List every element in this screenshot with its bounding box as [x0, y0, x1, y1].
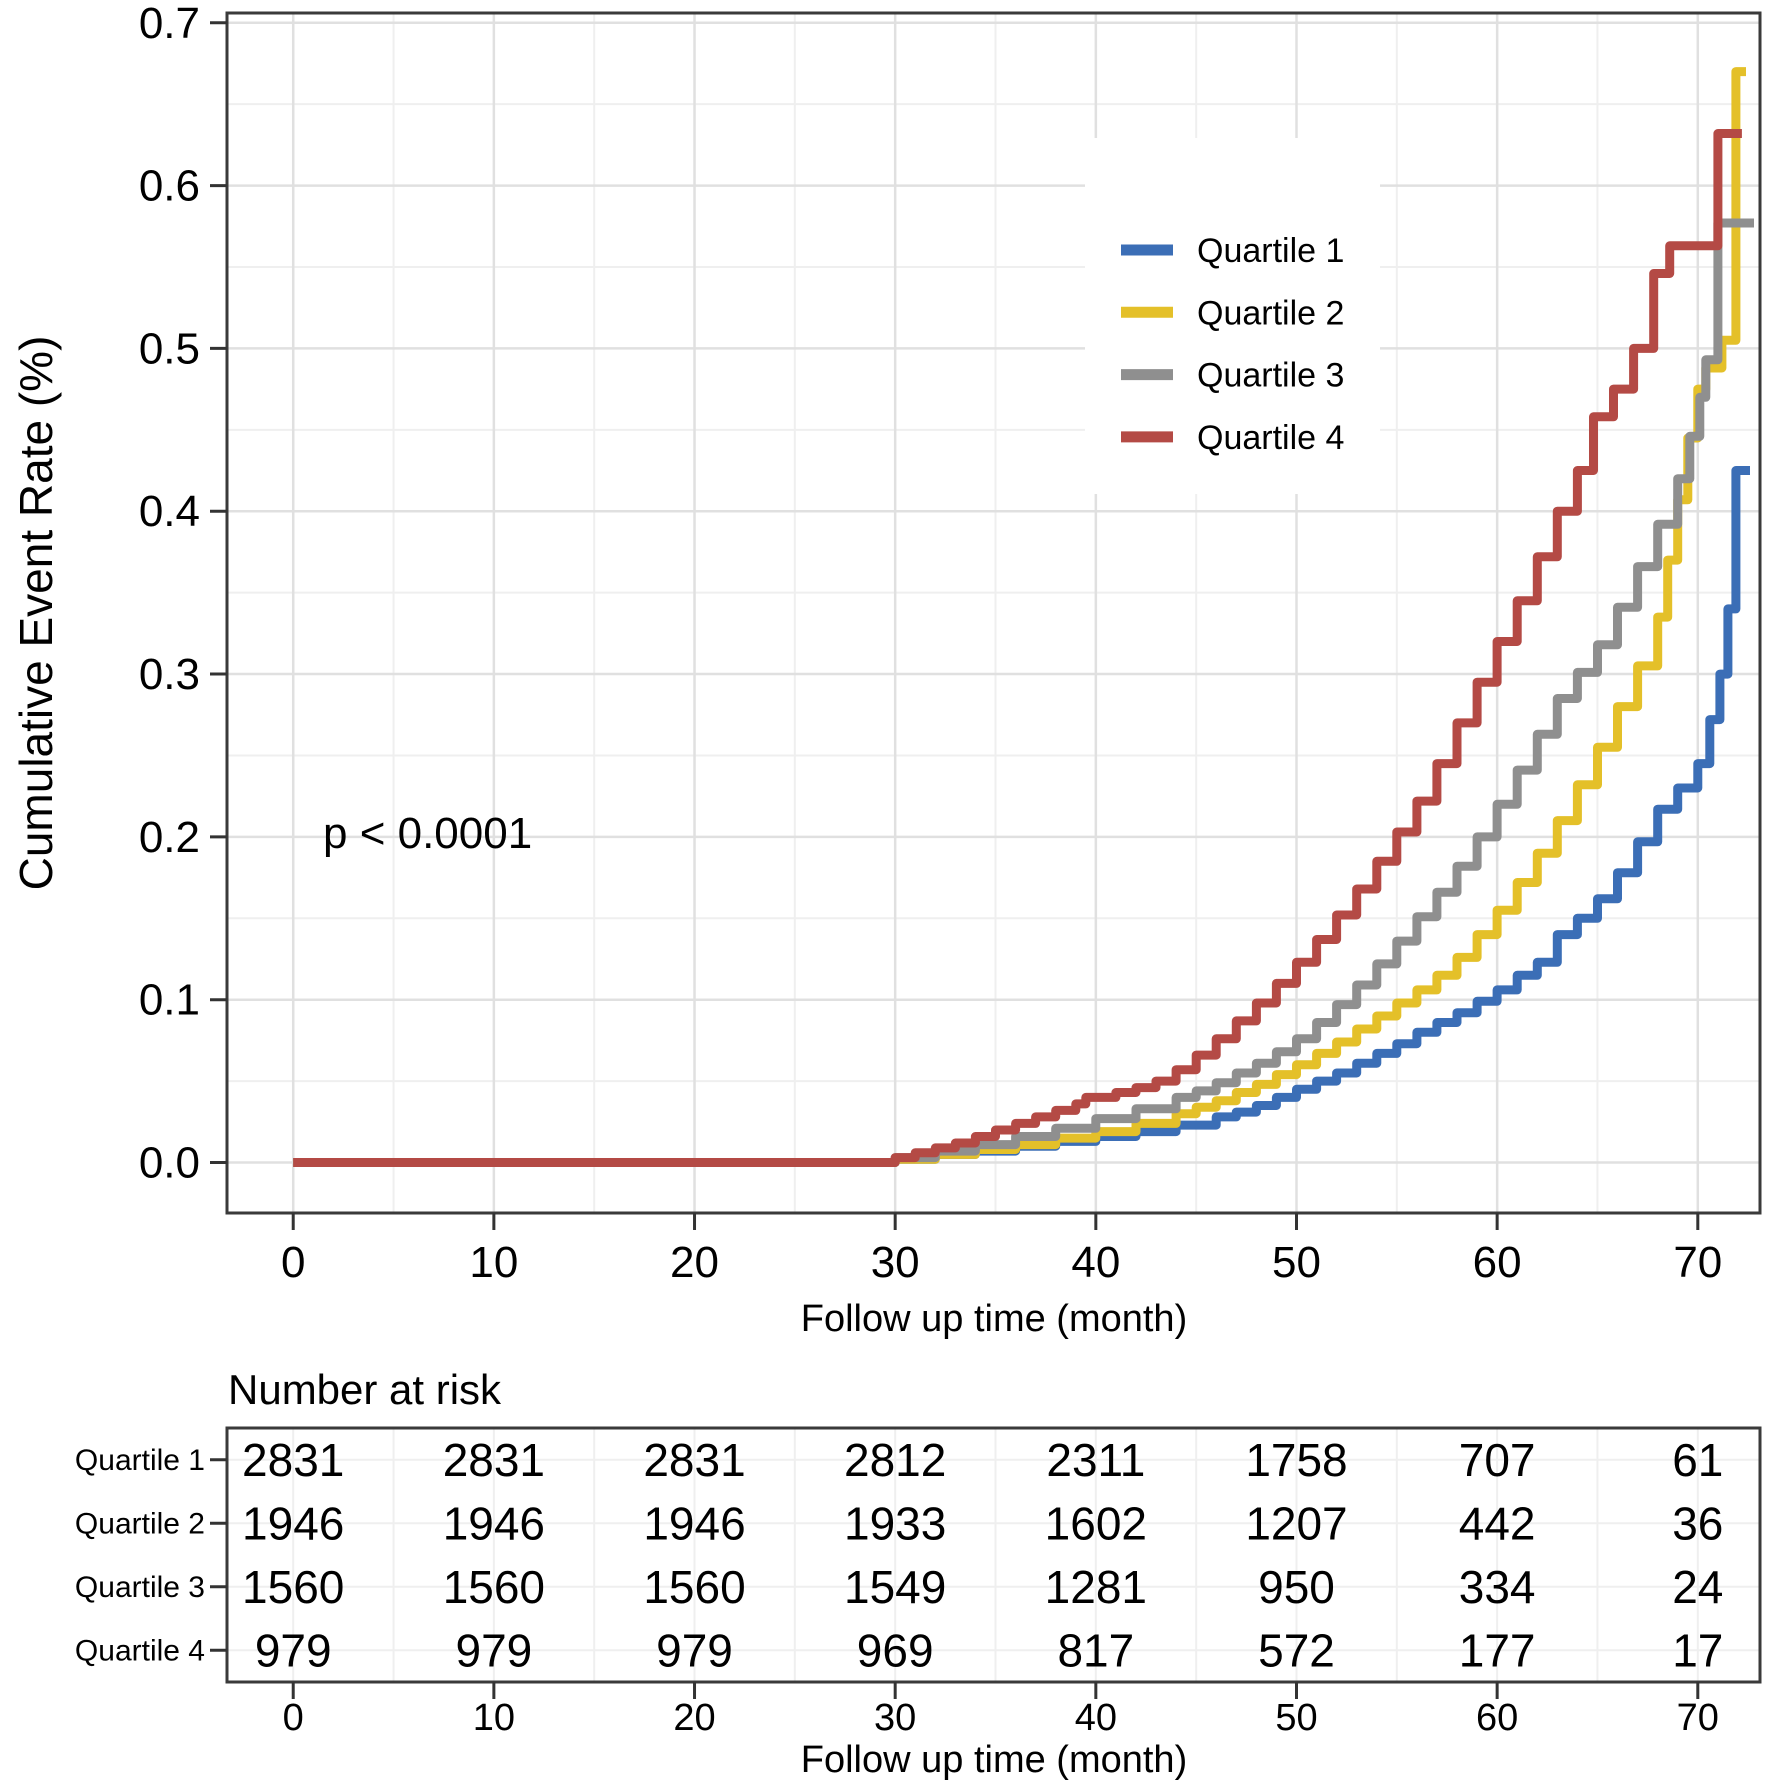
risk-axis-title: Follow up time (month) [801, 1739, 1187, 1781]
x-tick-label: 50 [1272, 1238, 1321, 1287]
legend-label-quartile-1: Quartile 1 [1197, 232, 1344, 270]
curve-quartile-2 [293, 67, 1746, 1167]
y-tick-label: 0.6 [139, 162, 200, 211]
risk-table-axis-labels: 0 10 20 30 40 50 60 70 [283, 1697, 1719, 1739]
risk-x-tick-label: 10 [473, 1697, 515, 1739]
risk-x-tick-label: 70 [1677, 1697, 1719, 1739]
x-tick-label: 30 [871, 1238, 920, 1287]
risk-count: 17 [1672, 1624, 1723, 1676]
risk-count: 1946 [242, 1497, 344, 1549]
risk-row-label-quartile-1: Quartile 1 [75, 1444, 205, 1477]
risk-x-tick-label: 30 [874, 1697, 916, 1739]
risk-table-panel: Number at risk Quartile 1 2831 2831 2831 281… [75, 1366, 1762, 1781]
risk-x-tick-label: 40 [1075, 1697, 1117, 1739]
risk-count: 979 [656, 1624, 733, 1676]
y-tick-label: 0.4 [139, 487, 200, 536]
risk-count: 1207 [1245, 1497, 1347, 1549]
plot-gridlines [227, 13, 1760, 1213]
y-tick-label: 0.5 [139, 324, 200, 373]
risk-table-content: Quartile 1 2831 2831 2831 2812 2311 1758 707 61 Q… [75, 1434, 1723, 1677]
risk-count: 2812 [844, 1434, 946, 1486]
x-tick-label: 70 [1673, 1238, 1722, 1287]
risk-count: 2831 [443, 1434, 545, 1486]
legend-label-quartile-2: Quartile 2 [1197, 294, 1344, 332]
risk-row-label-quartile-2: Quartile 2 [75, 1507, 205, 1540]
risk-table-gridlines [227, 1428, 1760, 1682]
risk-count: 979 [255, 1624, 332, 1676]
y-tick-label: 0.7 [139, 0, 200, 48]
risk-x-tick-label: 50 [1275, 1697, 1317, 1739]
risk-count: 1281 [1045, 1561, 1147, 1613]
risk-count: 1946 [643, 1497, 745, 1549]
risk-count: 1933 [844, 1497, 946, 1549]
risk-count: 334 [1459, 1561, 1536, 1613]
x-tick-label: 0 [281, 1238, 305, 1287]
plot-panel-border [225, 11, 1762, 1215]
p-value-annotation: p < 0.0001 [323, 809, 532, 858]
risk-count: 177 [1459, 1624, 1536, 1676]
risk-count: 950 [1258, 1561, 1335, 1613]
survival-curves [293, 67, 1754, 1167]
axis-tick-marks [210, 21, 1700, 1230]
risk-count: 1560 [242, 1561, 344, 1613]
curve-quartile-4 [293, 129, 1742, 1167]
risk-row-label-quartile-4: Quartile 4 [75, 1634, 205, 1667]
x-axis-title: Follow up time (month) [801, 1298, 1187, 1340]
risk-table-title: Number at risk [228, 1366, 502, 1413]
risk-count: 1758 [1245, 1434, 1347, 1486]
risk-count: 1549 [844, 1561, 946, 1613]
risk-count: 969 [857, 1624, 934, 1676]
y-axis-title: Cumulative Event Rate (%) [10, 336, 62, 891]
risk-count: 24 [1672, 1561, 1723, 1613]
risk-table-tick-marks [210, 1458, 1700, 1699]
y-tick-label: 0.0 [139, 1139, 200, 1188]
risk-count: 2311 [1046, 1434, 1145, 1486]
y-tick-label: 0.1 [139, 976, 200, 1025]
risk-count: 2831 [643, 1434, 745, 1486]
risk-x-tick-label: 60 [1476, 1697, 1518, 1739]
risk-x-tick-label: 0 [283, 1697, 304, 1739]
x-tick-label: 40 [1071, 1238, 1120, 1287]
risk-count: 707 [1459, 1434, 1536, 1486]
risk-count: 36 [1672, 1497, 1723, 1549]
legend-label-quartile-4: Quartile 4 [1197, 419, 1344, 457]
risk-count: 979 [455, 1624, 532, 1676]
risk-count: 2831 [242, 1434, 344, 1486]
main-plot-panel: 0.00.10.20.30.40.50.60.70 10 20 30 40 50 60 70 … [10, 0, 1762, 1340]
risk-row-label-quartile-3: Quartile 3 [75, 1571, 205, 1604]
risk-count: 442 [1459, 1497, 1536, 1549]
risk-count: 1602 [1045, 1497, 1147, 1549]
x-tick-label: 10 [469, 1238, 518, 1287]
y-tick-label: 0.2 [139, 813, 200, 862]
risk-count: 1560 [643, 1561, 745, 1613]
risk-count: 61 [1672, 1434, 1723, 1486]
x-tick-label: 20 [670, 1238, 719, 1287]
risk-count: 572 [1258, 1624, 1335, 1676]
legend-label-quartile-3: Quartile 3 [1197, 357, 1344, 395]
risk-count: 817 [1057, 1624, 1134, 1676]
risk-table-border [225, 1426, 1762, 1684]
risk-count: 1560 [443, 1561, 545, 1613]
risk-count: 1946 [443, 1497, 545, 1549]
y-tick-label: 0.3 [139, 650, 200, 699]
curve-quartile-3 [293, 218, 1754, 1167]
x-tick-label: 60 [1473, 1238, 1522, 1287]
risk-x-tick-label: 20 [673, 1697, 715, 1739]
axis-tick-labels: 0.0 0.1 0.2 0.3 0.4 0.5 0.6 0.7 0 10 20 30 40 50 60 70 [139, 0, 1722, 1287]
legend: Quartile 1 Quartile 2 Quartile 3 Quartile 4 [1121, 232, 1344, 457]
